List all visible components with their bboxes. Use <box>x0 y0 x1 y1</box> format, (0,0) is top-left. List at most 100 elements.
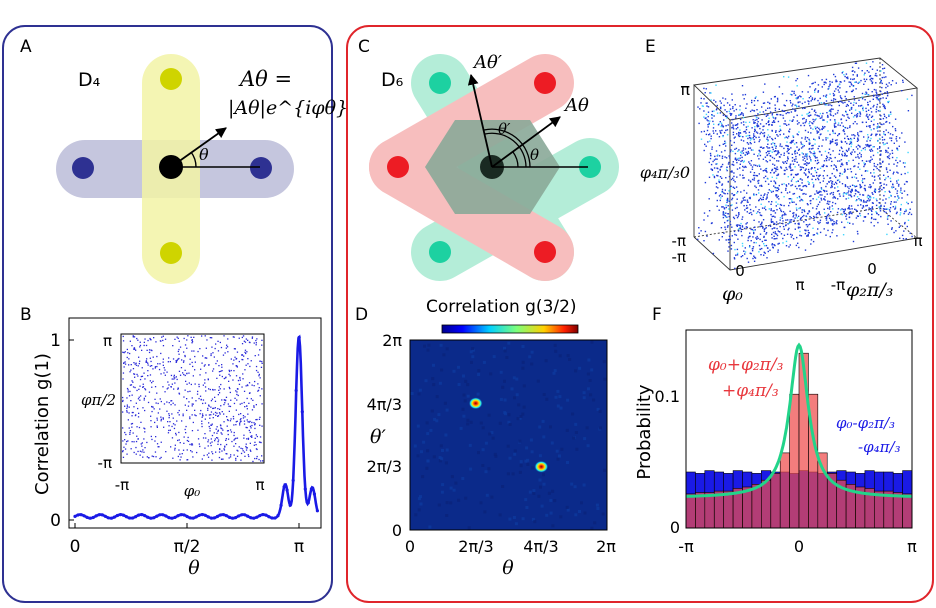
b-inset-dot <box>238 413 240 416</box>
e-scatter-dot <box>753 177 756 179</box>
d-texture-cell <box>481 464 485 467</box>
e-scatter-dot <box>864 80 866 83</box>
d-texture-cell <box>559 515 563 519</box>
e-scatter-dot <box>763 132 766 134</box>
b-inset-dot <box>256 418 258 421</box>
e-scatter-dot <box>834 119 836 121</box>
e-scatter-dot <box>785 245 788 247</box>
b-inset-dot <box>221 411 223 413</box>
e-scatter-dot <box>778 151 780 154</box>
e-scatter-dot <box>748 246 751 248</box>
e-scatter-dot <box>900 203 902 206</box>
e-scatter-dot <box>771 215 773 218</box>
b-inset-dot <box>184 354 186 357</box>
e-scatter-dot <box>822 125 824 128</box>
b-inset-dot <box>229 387 231 390</box>
b-inset-dot <box>212 388 214 391</box>
e-scatter-dot <box>789 202 791 204</box>
b-inset-dot <box>250 450 252 452</box>
e-scatter-dot <box>876 69 878 71</box>
b-inset-dot <box>127 352 129 354</box>
e-scatter-dot <box>877 214 880 216</box>
e-scatter-dot <box>899 237 901 239</box>
b-inset-dot <box>174 338 176 340</box>
e-scatter-dot <box>770 98 772 100</box>
e-scatter-dot <box>820 199 823 201</box>
e-scatter-dot <box>785 185 788 187</box>
e-scatter-dot <box>899 214 901 216</box>
e-scatter-dot <box>818 175 820 177</box>
e-scatter-dot <box>856 210 858 212</box>
e-scatter-dot <box>850 191 852 194</box>
e-scatter-dot <box>897 195 899 197</box>
e-scatter-dot <box>840 146 842 148</box>
b-data-point <box>309 487 313 491</box>
d4-theta-label: θ <box>199 145 209 164</box>
e-scatter-dot <box>907 219 910 221</box>
d-texture-cell <box>587 387 590 391</box>
e-scatter-dot <box>887 215 889 217</box>
b-data-point <box>188 516 192 520</box>
e-scatter-dot <box>871 78 874 80</box>
b-inset-dot <box>188 401 190 403</box>
d-texture-cell <box>508 456 512 460</box>
b-inset-dot <box>179 442 181 444</box>
b-inset-dot <box>260 366 263 368</box>
d6-theta-prime-arc-2 <box>483 128 531 168</box>
e-scatter-dot <box>730 178 733 181</box>
e-scatter-dot <box>757 117 760 119</box>
e-scatter-dot <box>752 247 754 250</box>
e-scatter-dot <box>738 149 740 151</box>
d-texture-cell <box>513 396 516 400</box>
b-inset-dot <box>132 386 135 388</box>
e-scatter-dot <box>869 75 871 78</box>
e-scatter-dot <box>798 207 800 210</box>
e-scatter-dot <box>802 98 804 100</box>
e-scatter-dot <box>832 129 834 132</box>
e-scatter-dot <box>817 177 819 179</box>
e-scatter-dot <box>713 110 715 112</box>
e-scatter-dot <box>860 186 863 188</box>
e-scatter-dot <box>789 163 792 165</box>
e-scatter-dot <box>787 229 789 231</box>
b-inset-dot <box>140 443 142 445</box>
b-inset-dot <box>249 431 251 434</box>
b-inset-dot <box>122 396 124 399</box>
b-inset-dot <box>248 341 251 343</box>
e-scatter-dot <box>791 234 793 236</box>
e-scatter-dot <box>883 205 885 207</box>
e-scatter-dot <box>733 257 736 259</box>
e-scatter-dot <box>766 138 768 140</box>
e-scatter-dot <box>851 90 854 93</box>
e-scatter-dot <box>727 250 729 252</box>
b-inset-dot <box>204 335 206 337</box>
e-scatter-dot <box>774 223 776 225</box>
e-scatter-dot <box>733 141 735 144</box>
e-scatter-dot <box>784 137 786 139</box>
e-scatter-dot <box>703 116 705 118</box>
e-scatter-dot <box>795 104 797 107</box>
e-scatter-dot <box>797 223 799 225</box>
e-scatter-dot <box>884 208 886 210</box>
b-inset-dot <box>155 341 157 343</box>
e-scatter-dot <box>757 211 759 213</box>
b-inset-dot <box>146 349 148 351</box>
d-texture-cell <box>540 504 544 508</box>
e-scatter-dot <box>741 156 743 159</box>
e-scatter-dot <box>874 189 877 192</box>
e-scatter-dot <box>725 239 727 241</box>
b-inset-dot <box>151 405 153 408</box>
e-scatter-dot <box>710 135 712 137</box>
e-scatter-dot <box>867 144 869 146</box>
b-inset-dot <box>148 351 151 354</box>
b-data-point <box>303 487 307 491</box>
b-data-point <box>73 514 77 519</box>
b-inset-dot <box>155 456 157 458</box>
e-scatter-dot <box>844 168 846 170</box>
e-scatter-dot <box>743 227 746 230</box>
e-scatter-dot <box>763 207 766 209</box>
b-inset-dot <box>163 426 165 428</box>
d-texture-cell <box>514 522 518 526</box>
e-scatter-dot <box>884 92 886 94</box>
d-texture-cell <box>470 360 473 364</box>
